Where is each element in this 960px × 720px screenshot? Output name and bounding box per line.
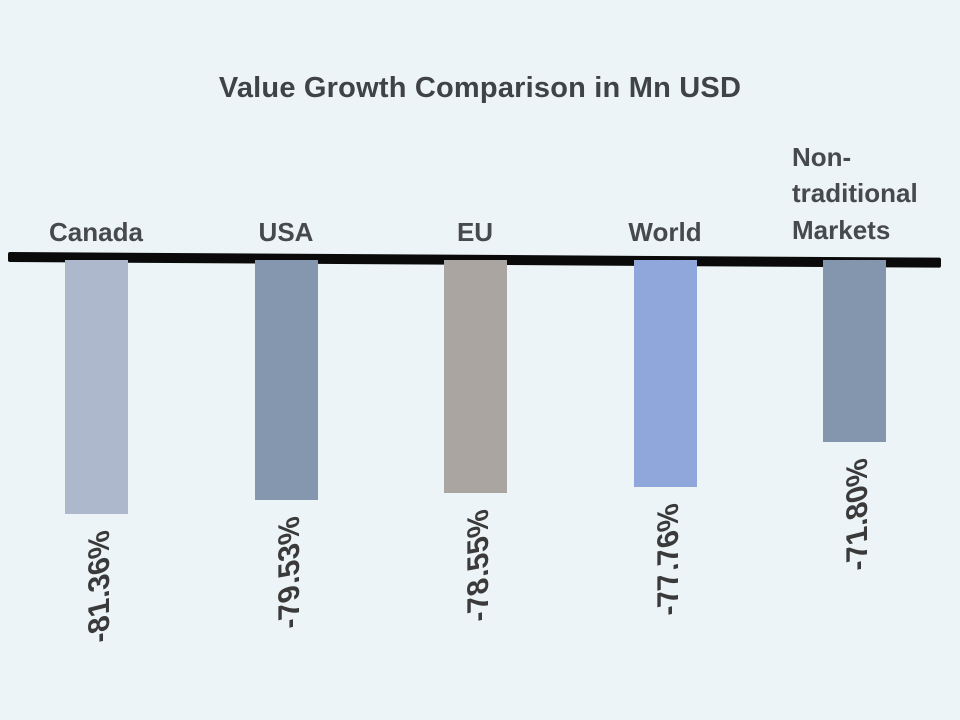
bar-canada bbox=[64, 260, 128, 514]
value-label-world: -77.76% bbox=[652, 500, 685, 620]
value-label-non-traditional-markets: -71.80% bbox=[841, 455, 874, 575]
category-label-eu: EU bbox=[456, 217, 494, 247]
value-label-eu: -78.55% bbox=[462, 506, 495, 626]
bar-non-traditional-markets bbox=[822, 260, 886, 442]
category-label-canada: Canada bbox=[49, 217, 143, 247]
bar-eu bbox=[443, 260, 507, 493]
category-label-non-traditional-markets: Non-traditional Markets bbox=[792, 141, 918, 245]
value-label-usa: -79.53% bbox=[273, 513, 306, 633]
category-label-world: World bbox=[628, 217, 702, 247]
bar-usa bbox=[254, 260, 318, 500]
chart-title: Value Growth Comparison in Mn USD bbox=[218, 72, 742, 104]
value-label-canada: -81.36% bbox=[83, 527, 116, 647]
bar-world bbox=[633, 260, 697, 487]
category-label-usa: USA bbox=[258, 217, 314, 247]
